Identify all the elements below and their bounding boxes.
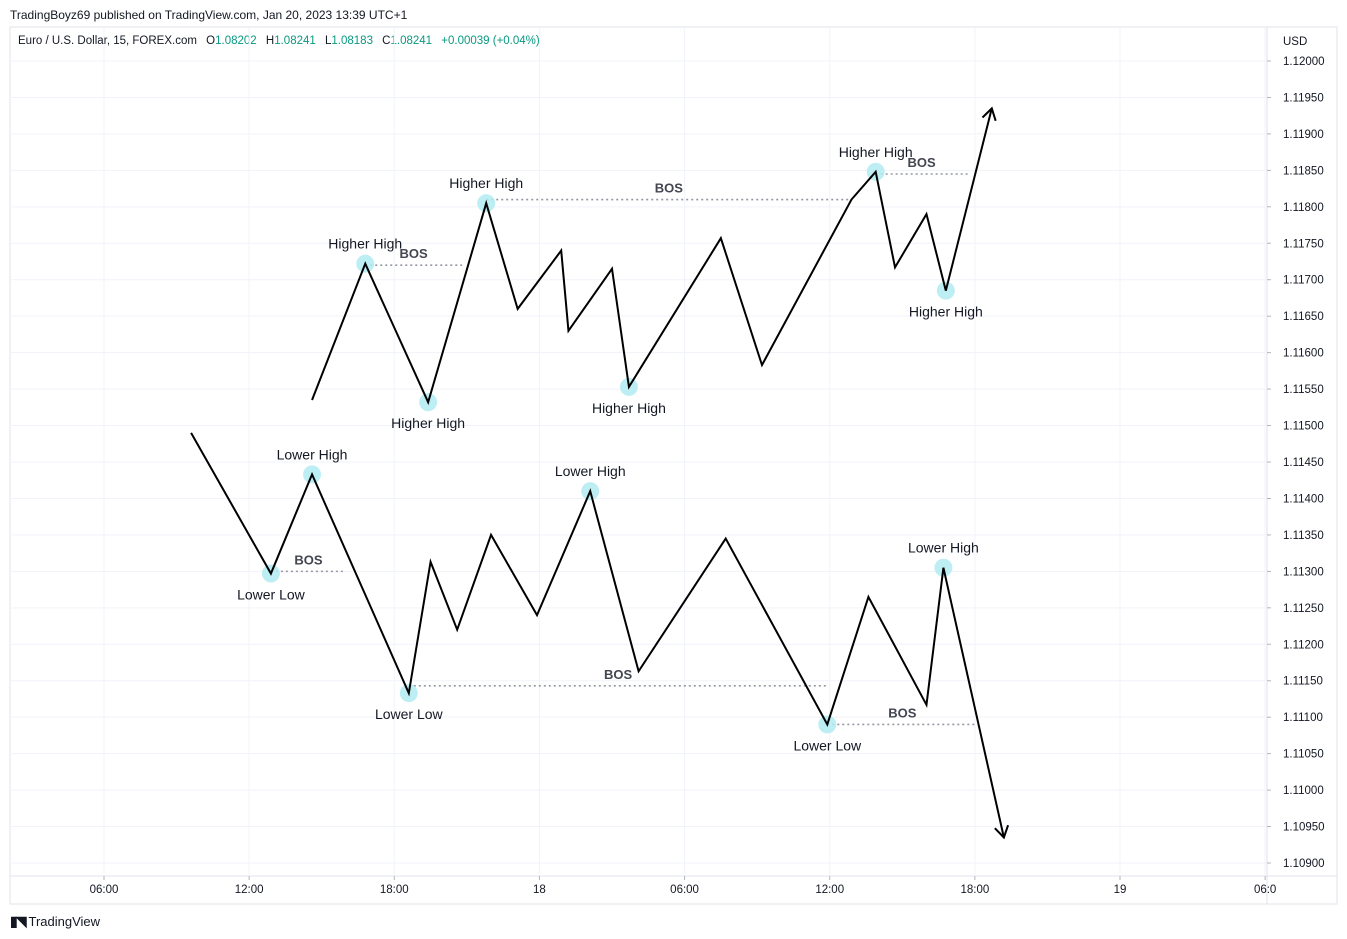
arrowhead: [981, 106, 997, 122]
high-label: H: [265, 35, 275, 47]
y-tick-label: 1.11700: [1283, 275, 1324, 287]
chart-frame: [9, 26, 1338, 905]
change-value: +0.00039 (+0.04%): [441, 35, 540, 47]
pivot-label: Lower High: [277, 446, 348, 462]
y-tick-label: 1.11600: [1283, 348, 1324, 360]
y-tick-label: 1.11000: [1283, 785, 1324, 797]
y-tick-label: 1.11750: [1283, 238, 1324, 250]
pivot-label: Higher High: [328, 236, 402, 252]
tradingview-logo[interactable]: ▮◥ TradingView: [10, 913, 100, 930]
y-tick-label: 1.11900: [1283, 129, 1324, 141]
y-tick-label: 1.11400: [1283, 493, 1324, 505]
bos-label: BOS: [908, 155, 937, 170]
y-tick-label: 1.11850: [1283, 165, 1324, 177]
bos-label: BOS: [294, 552, 323, 567]
price-chart[interactable]: USD 1.12000 1.11950 1.11900 1.11850 1.11800 1.…: [0, 0, 1347, 905]
price-unit-label: USD: [1283, 36, 1307, 48]
pivot-label: Higher High: [391, 415, 465, 431]
y-tick-label: 1.11650: [1283, 311, 1324, 323]
y-tick-label: 1.11350: [1283, 530, 1324, 542]
close-value: 1.08241: [390, 35, 433, 47]
x-tick-label: 06:00: [90, 884, 119, 896]
bullish-structure-path[interactable]: [311, 108, 993, 406]
pivot-labels: Higher High Higher High Higher High Higher …: [237, 144, 983, 754]
high-value: 1.08241: [274, 35, 316, 47]
y-tick-label: 1.11300: [1283, 566, 1324, 578]
tradingview-logo-icon: ▮◥: [10, 913, 27, 929]
bos-label: BOS: [400, 246, 429, 261]
low-value: 1.08183: [331, 35, 373, 47]
pivot-label: Lower Low: [375, 706, 444, 722]
pivot-label: Higher High: [839, 144, 913, 160]
y-tick-label: 1.11800: [1283, 202, 1324, 214]
bearish-structure-path[interactable]: [190, 432, 1005, 838]
y-tick-label: 1.11250: [1283, 603, 1324, 615]
y-tick-label: 1.11050: [1283, 749, 1324, 761]
y-tick-label: 1.11100: [1283, 712, 1323, 724]
bos-label: BOS: [604, 667, 633, 682]
pivot-label: Lower High: [555, 463, 626, 479]
symbol-legend[interactable]: Euro / U.S. Dollar, 15, FOREX.com O1.082…: [18, 35, 540, 47]
y-tick-label: 1.10900: [1283, 858, 1325, 870]
y-tick-label: 1.11150: [1283, 676, 1323, 688]
low-label: L: [324, 35, 332, 47]
pivot-label: Higher High: [449, 175, 523, 191]
y-tick-label: 1.11450: [1283, 457, 1324, 469]
pivot-label: Lower High: [908, 540, 979, 556]
bos-label: BOS: [888, 705, 917, 720]
publisher-line: TradingBoyz69 published on TradingView.c…: [10, 8, 408, 22]
y-tick-label: 1.11200: [1283, 639, 1324, 651]
pivot-label: Lower Low: [793, 737, 862, 753]
pivot-label: Higher High: [592, 400, 666, 416]
pivot-label: Higher High: [909, 304, 983, 320]
x-tick-label: 18:00: [380, 884, 409, 896]
arrowhead: [994, 824, 1010, 840]
time-axis[interactable]: 06:00 12:00 18:00 18 06:00 12:00 18:00 19 06:0: [90, 876, 1277, 896]
bos-lines: BOS BOS BOS BOS BOS BOS: [270, 155, 978, 726]
brand-name: TradingView: [28, 914, 101, 929]
y-tick-label: 1.11500: [1283, 421, 1324, 433]
price-axis[interactable]: USD 1.12000 1.11950 1.11900 1.11850 1.11800 1.…: [1267, 36, 1325, 870]
symbol-name: Euro / U.S. Dollar, 15, FOREX.com: [18, 35, 197, 47]
pivot-markers: [261, 162, 955, 734]
drawn-paths[interactable]: [190, 106, 1010, 840]
close-label: C: [382, 35, 391, 47]
x-tick-label: 12:00: [815, 884, 844, 896]
open-value: 1.08202: [215, 35, 257, 47]
y-tick-label: 1.10950: [1283, 822, 1325, 834]
grid: [10, 27, 1267, 876]
y-tick-label: 1.12000: [1283, 56, 1325, 68]
x-tick-label: 12:00: [235, 884, 264, 896]
open-label: O: [206, 35, 216, 47]
x-tick-label: 06:0: [1254, 884, 1276, 896]
y-tick-label: 1.11550: [1283, 384, 1324, 396]
x-tick-label: 18: [533, 884, 546, 896]
x-tick-label: 06:00: [670, 884, 699, 896]
bos-label: BOS: [655, 181, 684, 196]
x-tick-label: 18:00: [960, 884, 989, 896]
pivot-label: Lower Low: [237, 587, 306, 603]
y-tick-label: 1.11950: [1283, 92, 1324, 104]
x-tick-label: 19: [1114, 884, 1127, 896]
